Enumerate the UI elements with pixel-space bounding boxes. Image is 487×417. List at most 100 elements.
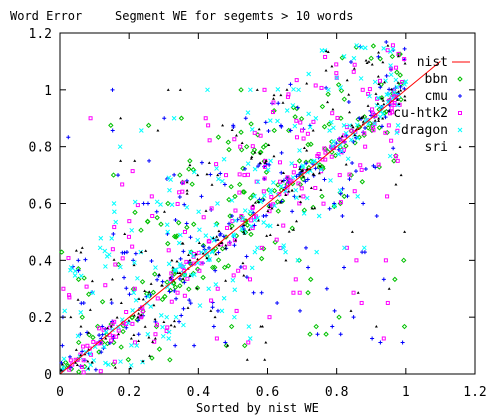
data-point-cmu [340,214,345,219]
data-point-cu-htk2 [246,340,251,345]
data-point-sri [113,366,117,369]
data-point-sri [74,361,78,364]
data-point-dragon [255,215,261,221]
data-point-cmu [376,54,381,59]
data-point-sri [396,98,400,101]
data-point-cu-htk2 [181,180,186,185]
data-point-dragon [252,217,258,223]
data-point-sri [127,319,131,322]
data-point-bbn [263,169,270,175]
data-point-sri [361,120,365,123]
data-point-bbn [310,204,316,211]
data-point-sri [136,315,140,319]
data-point-cu-htk2 [169,271,174,276]
data-point-dragon [304,195,310,201]
data-point-cmu [149,259,154,264]
data-point-dragon [130,308,135,313]
data-point-sri [194,252,198,256]
data-point-dragon [305,169,310,175]
data-point-dragon [334,75,340,81]
data-point-cmu [290,209,295,214]
data-point-cu-htk2 [388,111,393,116]
data-point-cu-htk2 [67,293,72,298]
data-point-bbn [397,72,403,78]
data-point-bbn [219,245,226,252]
data-point-dragon [328,178,333,183]
data-point-dragon [252,249,258,255]
data-point-cu-htk2 [169,299,174,304]
data-point-cu-htk2 [351,69,356,74]
data-point-dragon [301,211,307,216]
data-point-bbn [401,257,407,264]
data-point-cmu [276,101,281,106]
data-point-dragon [261,193,267,198]
legend-swatch-bbn [457,76,463,82]
data-point-bbn [359,179,366,185]
data-point-dragon [354,122,360,128]
data-point-sri [241,261,245,265]
data-point-bbn [275,208,281,214]
data-point-cmu [173,343,178,348]
data-point-cu-htk2 [323,150,328,155]
data-point-bbn [271,187,278,194]
data-point-cu-htk2 [124,310,129,315]
data-point-cu-htk2 [274,237,279,242]
data-point-dragon [181,264,187,269]
data-point-sri [133,159,137,162]
data-point-bbn [177,283,183,289]
data-point-cmu [288,128,293,133]
data-point-sri [188,274,192,277]
data-point-dragon [275,118,280,124]
data-point-dragon [354,43,360,48]
data-point-cu-htk2 [252,130,257,135]
data-point-sri [132,314,136,317]
data-point-dragon [386,91,392,97]
data-point-cmu [324,85,329,90]
data-point-sri [256,218,260,222]
data-point-cu-htk2 [242,265,247,270]
data-point-cmu [294,174,299,179]
y-tick-label: 0.2 [29,311,52,326]
data-point-cu-htk2 [298,120,303,125]
data-point-cmu [199,160,204,165]
data-point-dragon [184,204,190,210]
data-point-sri [132,333,136,336]
data-point-sri [169,323,173,327]
data-point-sri [305,149,309,152]
data-point-sri [172,319,176,323]
data-point-sri [374,92,378,95]
data-point-dragon [248,87,253,93]
data-point-dragon [341,123,347,128]
data-point-cmu [141,201,146,206]
legend-label-dragon: dragon [401,123,448,138]
data-point-sri [310,206,314,210]
data-point-cu-htk2 [342,133,347,138]
x-tick-label: 0.6 [256,385,279,400]
data-point-sri [196,257,200,261]
data-point-dragon [265,167,271,173]
data-point-bbn [170,280,177,287]
data-point-cu-htk2 [149,194,154,199]
data-point-sri [123,232,127,235]
data-point-sri [302,146,306,149]
data-point-cmu [400,340,405,345]
data-point-cmu [187,298,192,303]
legend-swatch-cmu [458,94,462,98]
data-point-dragon [306,71,312,77]
data-point-cmu [378,85,383,90]
data-point-cu-htk2 [358,163,363,168]
data-point-sri [171,265,175,269]
data-point-cu-htk2 [334,71,339,76]
data-point-dragon [221,156,227,162]
data-point-cmu [213,268,218,273]
data-point-sri [258,161,262,165]
data-point-sri [290,188,294,192]
data-point-cu-htk2 [201,215,206,220]
data-point-dragon [403,79,409,84]
data-point-cu-htk2 [337,173,342,178]
data-point-cu-htk2 [285,175,290,180]
data-point-bbn [215,257,222,263]
data-point-cmu [342,265,347,270]
data-point-dragon [375,95,381,101]
data-point-cu-htk2 [316,152,321,157]
